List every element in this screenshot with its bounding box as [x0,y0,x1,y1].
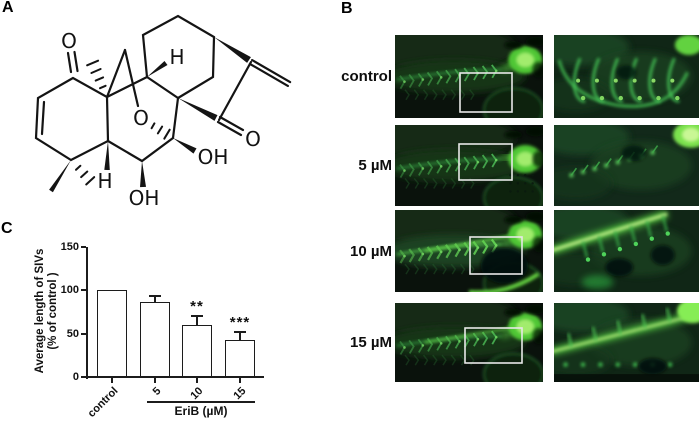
micrograph-15um-zoom [554,303,699,382]
micrograph-10um-zoom [554,210,699,292]
error-stem-5 [154,296,156,302]
y-tick-100 [81,289,86,292]
x-category-label-control: control [85,385,121,420]
x-axis [86,376,264,378]
bar-5 [140,301,170,377]
significance-10: ** [190,298,204,316]
error-stem-15 [239,331,241,340]
y-axis [86,247,88,379]
x-tick-control [111,378,113,383]
siv-length-bar-chart: 0 50 100 150 control 5 ** 10 *** 15 EriB (µM) Avera… [0,220,300,422]
atom-label-ketone-oxygen: O [61,29,77,53]
fluorescence-image [395,35,543,118]
fluorescence-image [554,35,699,118]
significance-15: *** [229,313,251,331]
fluorescence-image [554,303,699,382]
atom-label-ketone2-oxygen: O [245,127,261,151]
fluorescence-image [395,303,543,382]
fluorescence-image [395,210,543,292]
atom-label-hydroxyl-c6: OH [129,186,160,210]
wedge-bonds [49,37,251,193]
dose-label-15um: 15 µM [350,334,392,351]
micrograph-5um-overview [395,125,543,206]
atom-label-hydrogen-c9: H [169,45,184,69]
atom-label-hydroxyl-c7: OH [198,145,229,169]
y-tick-label-0: 0 [72,371,79,383]
bar-15 [225,339,255,377]
error-cap-15 [234,330,246,333]
error-cap-10 [191,315,203,318]
fluorescence-image [554,210,699,292]
y-tick-label-50: 50 [66,327,79,340]
group-underline [147,401,255,403]
y-axis-title-line-2: (% of control ) [47,272,59,350]
atom-label-hydrogen-c5: H [97,169,112,193]
panel-c-label: C [1,220,13,237]
y-axis-title: Average length of SIVs (% of control ) [34,226,60,396]
y-tick-label-150: 150 [60,241,79,253]
bar-10 [182,325,212,377]
dose-label-control: control [341,68,392,85]
error-stem-10 [196,316,198,325]
x-tick-10 [196,378,198,383]
y-tick-50 [81,332,86,335]
y-tick-label-100: 100 [60,284,79,297]
y-axis-title-line-1: Average length of SIVs [34,248,46,374]
y-tick-150 [81,246,86,248]
error-cap-5 [149,295,161,298]
x-tick-15 [239,378,241,383]
micrograph-10um-overview [395,210,543,292]
group-axis-label: EriB (µM) [174,404,228,418]
panel-a-label: A [2,0,14,16]
dose-label-5um: 5 µM [358,157,392,174]
bar-control [97,290,127,377]
y-tick-0 [81,376,86,378]
micrograph-5um-zoom [554,125,699,206]
x-tick-5 [154,378,156,383]
fluorescence-image [554,125,699,206]
fluorescence-image [395,125,543,206]
atom-label-bridge-oxygen: O [133,106,149,130]
hashed-bonds [75,59,171,186]
micrograph-15um-overview [395,303,543,382]
dose-label-10um: 10 µM [350,242,392,260]
panel-b-label: B [341,0,353,17]
chemical-structure-drawing: O O O OH OH H H [34,14,292,213]
micrograph-control-zoom [554,35,699,118]
micrograph-control-overview [395,35,543,118]
